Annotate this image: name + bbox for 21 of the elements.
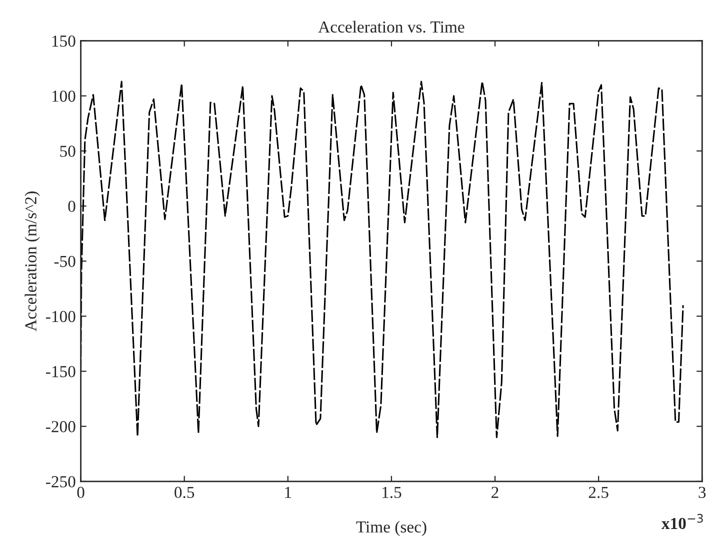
line-series	[80, 80, 684, 438]
x-tick-label: 0.5	[174, 486, 194, 498]
x-tick-label: 3	[698, 486, 706, 498]
y-tick-label: 0	[68, 200, 76, 212]
y-tick-label: -100	[46, 310, 76, 322]
x-axis-title: Time (sec)	[356, 520, 426, 536]
y-tick-label: -150	[46, 366, 76, 378]
text: x10$^{−3}$	[662, 514, 703, 530]
y-tick-label: -200	[46, 421, 76, 432]
y-tick-label: -50	[54, 256, 76, 268]
x-tick-label: 2.5	[588, 486, 608, 498]
x-tick-label: 1.5	[382, 486, 402, 498]
y-axis-title: Acceleration (m/s^2)	[24, 192, 40, 332]
x-tick-label: 0	[77, 486, 84, 498]
y-tick-label: 50	[60, 146, 76, 157]
y-tick-label: -250	[46, 476, 76, 488]
chart-title: Acceleration vs. Time	[318, 20, 464, 33]
y-tick-label: 100	[52, 90, 76, 102]
x-tick-label: 2	[492, 486, 498, 498]
y-tick-label: 150	[52, 36, 76, 47]
x-tick-label: 1	[285, 486, 292, 498]
